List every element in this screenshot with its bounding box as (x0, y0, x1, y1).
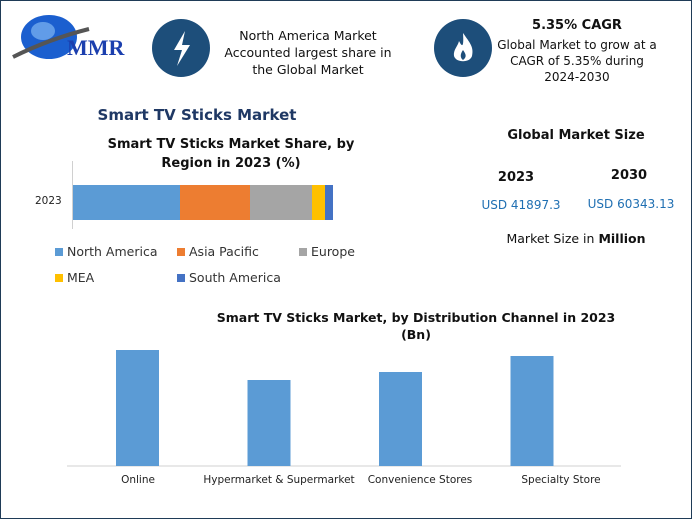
legend-asia-pacific: Asia Pacific (177, 244, 259, 259)
x-tick-label: Convenience Stores (367, 474, 473, 486)
y-axis-line (72, 161, 73, 229)
x-tick-label: Hypermarket & Supermarket (203, 474, 355, 486)
flame-icon (434, 19, 492, 77)
region-chart-title: Smart TV Sticks Market Share, by Region … (107, 137, 355, 171)
category-label: 2023 (35, 195, 62, 207)
x-tick-label: Online (121, 474, 155, 486)
value-2030: USD 60343.13 (587, 197, 675, 211)
bar-segment-mea (311, 185, 325, 220)
bar-specialty-store (510, 356, 554, 466)
legend-europe: Europe (299, 244, 355, 259)
x-tick-label: Specialty Store (521, 474, 601, 486)
market-size-note: Market Size in Million (506, 231, 646, 246)
channel-chart-title: Smart TV Sticks Market, by Distribution … (216, 310, 616, 342)
year-2030: 2030 (610, 168, 648, 183)
market-size-title: Global Market Size (507, 128, 645, 143)
legend-mea: MEA (55, 270, 94, 285)
bar-segment-south-america (324, 185, 333, 220)
logo-text: MMR (67, 35, 126, 60)
mmr-logo: MMR (12, 15, 126, 60)
year-2023: 2023 (497, 170, 535, 185)
cagr-title: 5.35% CAGR (532, 18, 622, 33)
bar-segment-asia-pacific (180, 185, 251, 220)
bar-convenience-stores (379, 372, 422, 466)
cagr-text: Global Market to grow at a CAGR of 5.35%… (497, 38, 657, 84)
page-title: Smart TV Sticks Market (97, 106, 297, 124)
legend-north-america: North America (55, 244, 158, 259)
stacked-bar (73, 185, 333, 220)
value-2023: USD 41897.3 (481, 198, 561, 212)
bar-hypermarket-supermarket (247, 380, 291, 466)
highlight-text: North America Market Accounted largest s… (224, 28, 392, 77)
lightning-icon (152, 19, 210, 77)
bar-segment-europe (250, 185, 312, 220)
legend-south-america: South America (177, 270, 281, 285)
bar-online (116, 350, 159, 466)
channel-chart (67, 350, 621, 467)
bar-segment-north-america (73, 185, 181, 220)
